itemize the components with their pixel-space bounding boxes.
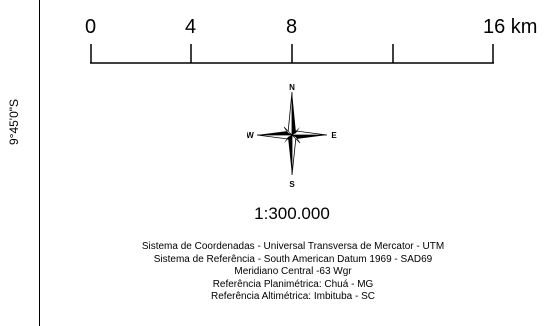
scale-label-0: 0 <box>85 16 97 38</box>
map-notes: Sistema de Coordenadas - Universal Trans… <box>60 241 526 304</box>
compass-east-label: E <box>331 131 337 140</box>
note-altimetric-reference: Referência Altimétrica: Imbituba - SC <box>211 291 375 302</box>
compass-north-label: N <box>289 83 295 92</box>
note-coordinate-system: Sistema de Coordenadas - Universal Trans… <box>141 241 445 252</box>
latitude-label: 9°45'0"S <box>7 98 21 146</box>
scale-ratio: 1:300.000 <box>254 204 330 223</box>
scale-label-8: 8 <box>286 16 298 38</box>
compass-west-label: W <box>247 131 254 140</box>
compass-south-label: S <box>289 180 295 189</box>
note-central-meridian: Meridiano Central -63 Wgr <box>234 266 352 277</box>
scale-bar <box>90 44 494 64</box>
scale-label-4: 4 <box>185 16 197 38</box>
north-arrow-icon: N S E W <box>247 83 337 189</box>
note-planimetric-reference: Referência Planimétrica: Chuá - MG <box>212 278 374 290</box>
map-frame-line <box>39 0 40 326</box>
note-reference-system: Sistema de Referência - South American D… <box>153 253 433 265</box>
scale-label-16: 16 km <box>483 16 538 38</box>
